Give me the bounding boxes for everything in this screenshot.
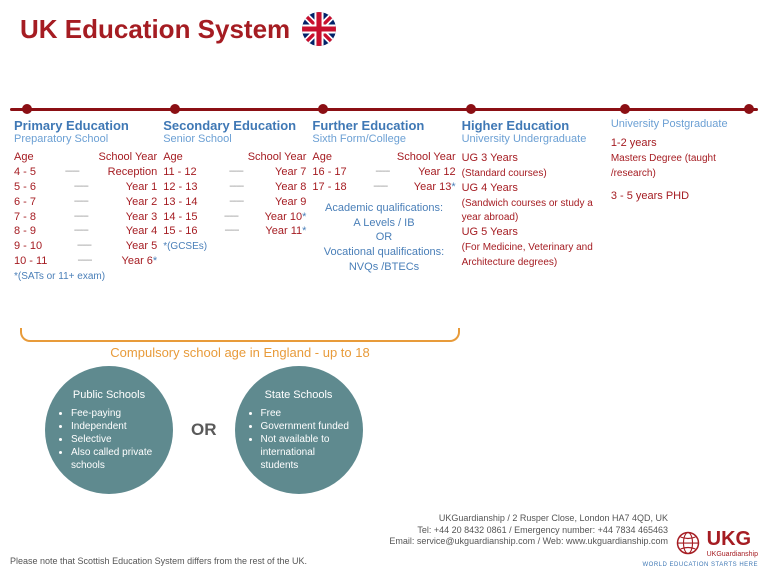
- stage-0: Primary EducationPreparatory School Age Sc…: [14, 108, 157, 282]
- age-year-row: 11 - 12------Year 7: [163, 165, 306, 180]
- stage-title: Higher Education: [462, 118, 605, 133]
- year-header: School Year: [248, 151, 307, 163]
- age-year-row: 5 - 6------Year 1: [14, 180, 157, 195]
- footer-tel: Tel: +44 20 8432 0861 / Emergency number…: [389, 525, 668, 537]
- public-item: Also called private schools: [71, 446, 163, 472]
- public-schools-circle: Public Schools Fee-payingIndependentSele…: [45, 366, 173, 494]
- stage-subtitle: Senior School: [163, 133, 306, 145]
- logo-brand: UKGuardianship: [707, 551, 758, 558]
- state-schools-circle: State Schools FreeGovernment fundedNot a…: [235, 366, 363, 494]
- age-year-row: 13 - 14------Year 9: [163, 195, 306, 210]
- footer-contact: UKGuardianship / 2 Rusper Close, London …: [389, 513, 668, 548]
- stage-note: *(SATs or 11+ exam): [14, 271, 157, 282]
- stage-subtitle: Sixth Form/College: [312, 133, 455, 145]
- footer-address: UKGuardianship / 2 Rusper Close, London …: [389, 513, 668, 525]
- age-year-row: 8 - 9------Year 4: [14, 224, 157, 239]
- state-item: Government funded: [261, 420, 353, 433]
- age-year-row: 4 - 5------Reception: [14, 165, 157, 180]
- stage-2: Further EducationSixth Form/College Age Sc…: [312, 108, 455, 282]
- stage-subtitle: Preparatory School: [14, 133, 157, 145]
- state-title: State Schools: [265, 388, 333, 402]
- ug-item: UG 5 Years(For Medicine, Veterinary and …: [462, 225, 605, 270]
- age-year-row: 7 - 8------Year 3: [14, 210, 157, 225]
- logo: UKG UKGuardianship: [673, 528, 758, 558]
- state-item: Free: [261, 407, 353, 420]
- qualifications: Academic qualifications:A Levels / IBORV…: [312, 201, 455, 275]
- stage-title: Primary Education: [14, 118, 157, 133]
- uk-flag-icon: [302, 12, 336, 46]
- ug-item: UG 3 Years(Standard courses): [462, 151, 605, 181]
- stage-title: Further Education: [312, 118, 455, 133]
- age-year-row: 10 - 11------Year 6*: [14, 254, 157, 269]
- public-item: Selective: [71, 433, 163, 446]
- age-year-row: 6 - 7------Year 2: [14, 195, 157, 210]
- age-year-row: 17 - 18------Year 13*: [312, 180, 455, 195]
- age-year-row: 9 - 10------Year 5: [14, 239, 157, 254]
- stage-title: Secondary Education: [163, 118, 306, 133]
- stage-1: Secondary EducationSenior School Age Schoo…: [163, 108, 306, 282]
- public-item: Independent: [71, 420, 163, 433]
- stage-3: Higher EducationUniversity Undergraduate…: [462, 108, 605, 282]
- school-types: Public Schools Fee-payingIndependentSele…: [45, 366, 363, 494]
- age-year-row: 15 - 16------Year 11*: [163, 224, 306, 239]
- public-title: Public Schools: [73, 388, 145, 402]
- age-header: Age: [312, 151, 332, 163]
- logo-tagline: WORLD EDUCATION STARTS HERE: [642, 562, 758, 568]
- age-header: Age: [163, 151, 183, 163]
- public-item: Fee-paying: [71, 407, 163, 420]
- year-header: School Year: [397, 151, 456, 163]
- globe-icon: [673, 528, 703, 558]
- stage-subtitle: University Undergraduate: [462, 133, 605, 145]
- age-header: Age: [14, 151, 34, 163]
- pg-item: 1-2 yearsMasters Degree (taught /researc…: [611, 136, 754, 181]
- age-year-row: 16 - 17------Year 12: [312, 165, 455, 180]
- logo-text: UKG: [707, 528, 758, 551]
- compulsory-brace: Compulsory school age in England - up to…: [20, 328, 460, 360]
- or-text: OR: [191, 420, 217, 440]
- compulsory-text: Compulsory school age in England - up to…: [110, 345, 369, 360]
- footer-note: Please note that Scottish Education Syst…: [10, 556, 307, 566]
- page-title: UK Education System: [20, 14, 290, 45]
- stage-4: University Postgraduate 1-2 yearsMasters …: [611, 108, 754, 282]
- stage-note: *(GCSEs): [163, 241, 306, 252]
- age-year-row: 12 - 13------Year 8: [163, 180, 306, 195]
- state-item: Not available to international students: [261, 433, 353, 472]
- footer-web: Email: service@ukguardianship.com / Web:…: [389, 536, 668, 548]
- age-year-row: 14 - 15------Year 10*: [163, 210, 306, 225]
- ug-item: UG 4 Years(Sandwich courses or study a y…: [462, 181, 605, 226]
- pg-item: 3 - 5 years PHD: [611, 189, 754, 204]
- stage-subtitle: University Postgraduate: [611, 118, 754, 130]
- year-header: School Year: [98, 151, 157, 163]
